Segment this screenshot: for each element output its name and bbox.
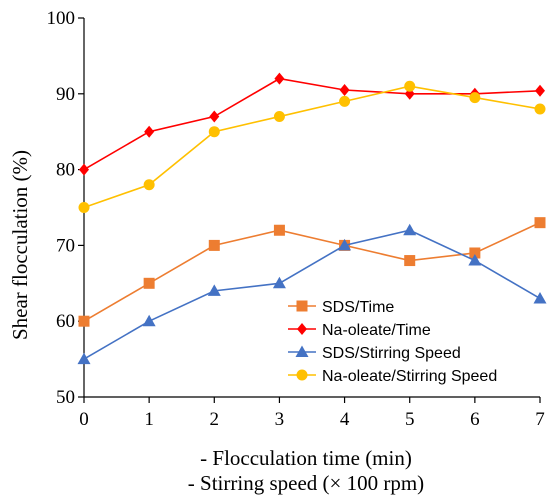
x-tick-label: 6 — [470, 409, 480, 430]
data-point — [533, 291, 547, 304]
data-point — [78, 315, 90, 327]
legend-swatch-marker — [296, 300, 308, 312]
data-point — [144, 125, 155, 138]
series-1 — [78, 217, 546, 327]
data-point — [469, 247, 481, 259]
data-point — [404, 80, 416, 92]
data-point — [142, 314, 156, 327]
x-axis-title-line-1: - Flocculation time (min) — [200, 446, 412, 470]
y-tick-label: 70 — [56, 235, 75, 256]
data-point — [338, 238, 352, 251]
data-point — [208, 239, 220, 251]
legend-swatch-marker — [295, 345, 309, 357]
legend-item: Na-oleate/Time — [288, 322, 431, 339]
data-point — [78, 202, 90, 213]
data-point — [404, 255, 416, 267]
data-point — [273, 111, 285, 123]
data-point — [208, 126, 220, 138]
data-point — [534, 103, 546, 115]
legend: SDS/Time Na-oleate/Time SDS/Stirring Speed… — [288, 299, 497, 385]
legend-swatch-marker — [296, 369, 308, 381]
data-point — [339, 84, 350, 97]
legend-label: SDS/Stirring Speed — [322, 345, 461, 362]
data-point — [272, 276, 286, 289]
data-point — [403, 223, 417, 236]
data-point — [143, 179, 155, 191]
data-point — [209, 110, 220, 123]
y-tick-label: 60 — [56, 311, 75, 332]
x-tick-label: 4 — [340, 409, 350, 430]
data-point — [534, 217, 546, 229]
series-4 — [78, 80, 546, 213]
x-tick-labels: 0 1 2 3 4 5 6 7 — [79, 409, 545, 430]
legend-label: Na-oleate/Stirring Speed — [322, 368, 497, 385]
data-point — [535, 84, 545, 97]
data-point — [207, 284, 221, 296]
y-tick-label: 100 — [47, 8, 76, 29]
series-line — [83, 77, 541, 171]
series-line — [83, 85, 541, 209]
series-2 — [79, 72, 545, 176]
data-point — [339, 95, 351, 107]
data-point — [274, 72, 285, 85]
data-point — [469, 92, 481, 104]
data-point — [143, 277, 155, 289]
legend-item: SDS/Time — [288, 299, 394, 316]
legend-item: Na-oleate/Stirring Speed — [288, 368, 497, 385]
series-3 — [77, 223, 547, 365]
x-tick-label: 7 — [535, 409, 545, 430]
series-line — [83, 221, 541, 322]
x-tick-label: 2 — [210, 409, 220, 430]
series-layer — [77, 72, 547, 365]
data-point — [468, 254, 482, 266]
y-tick-label: 50 — [56, 387, 75, 408]
y-axis-title: Shear flocculation (%) — [8, 150, 32, 340]
x-axis-title-line-2: - Stirring speed (× 100 rpm) — [188, 471, 424, 495]
x-tick-label: 5 — [405, 409, 415, 430]
x-tick-label: 1 — [144, 409, 154, 430]
legend-swatch-marker — [297, 323, 307, 335]
axes — [78, 17, 541, 403]
y-tick-label: 90 — [56, 84, 75, 105]
series-line — [83, 229, 541, 360]
legend-item: SDS/Stirring Speed — [288, 345, 461, 362]
legend-label: SDS/Time — [322, 299, 394, 316]
y-tick-labels: 50 60 70 80 90 100 — [47, 8, 76, 408]
y-tick-label: 80 — [56, 160, 75, 181]
x-tick-label: 0 — [79, 409, 89, 430]
data-point — [79, 163, 89, 176]
data-point — [77, 352, 91, 365]
data-point — [273, 224, 285, 236]
x-tick-label: 3 — [275, 409, 285, 430]
legend-label: Na-oleate/Time — [322, 322, 431, 339]
